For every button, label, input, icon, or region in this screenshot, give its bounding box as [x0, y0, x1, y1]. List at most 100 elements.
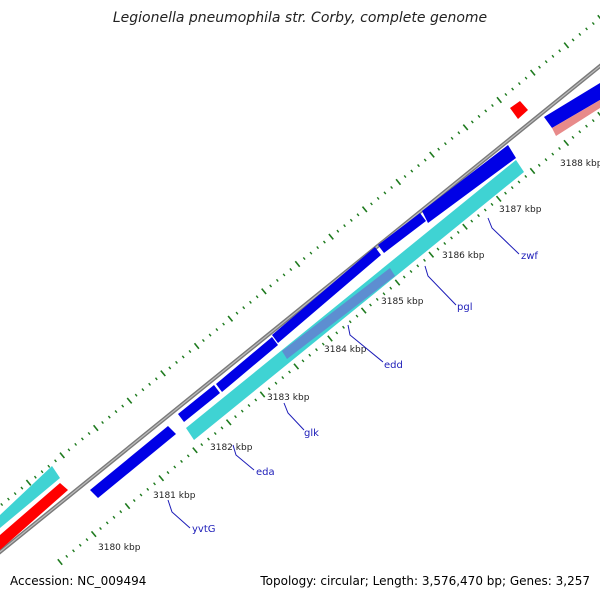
minor-tick	[402, 275, 406, 279]
leader-line	[283, 402, 305, 431]
minor-tick	[112, 515, 116, 519]
major-tick	[126, 397, 133, 404]
gene-label[interactable]: pgl	[457, 302, 472, 313]
leader-line	[347, 324, 384, 363]
minor-tick	[65, 554, 69, 558]
minor-tick	[423, 258, 426, 262]
major-tick	[25, 479, 32, 486]
minor-tick	[382, 292, 386, 296]
minor-tick	[288, 370, 291, 374]
minor-tick	[517, 180, 521, 184]
minor-tick	[281, 376, 285, 380]
minor-tick	[85, 538, 89, 542]
major-tick	[59, 452, 66, 459]
scale-label: 3186 kbp	[442, 251, 485, 261]
minor-tick	[484, 109, 488, 113]
feature-cds[interactable]	[90, 426, 176, 498]
scale-label: 3181 kbp	[153, 491, 196, 501]
minor-tick	[20, 486, 24, 490]
feature-cds[interactable]	[272, 247, 381, 343]
major-tick	[529, 69, 536, 76]
minor-tick	[134, 393, 138, 397]
minor-tick	[544, 158, 548, 162]
minor-tick	[168, 366, 172, 370]
gene-label[interactable]: glk	[304, 428, 319, 439]
minor-tick	[558, 146, 561, 151]
minor-tick	[370, 202, 373, 206]
minor-tick	[510, 186, 514, 190]
gene-label[interactable]: edd	[384, 360, 403, 371]
minor-tick	[201, 338, 205, 343]
leader-line	[167, 499, 191, 529]
major-tick	[496, 96, 503, 104]
minor-tick	[504, 92, 508, 97]
minor-tick	[443, 142, 447, 146]
major-tick	[462, 124, 469, 131]
minor-tick	[74, 442, 78, 446]
minor-tick	[13, 492, 17, 496]
minor-tick	[87, 431, 91, 436]
minor-tick	[121, 404, 125, 408]
leader-line	[487, 217, 520, 255]
major-tick	[597, 14, 600, 20]
minor-tick	[153, 482, 156, 486]
feature-rna[interactable]	[510, 101, 528, 119]
minor-tick	[220, 426, 224, 430]
minor-tick	[101, 420, 104, 425]
minor-tick	[181, 355, 185, 359]
feature-cds[interactable]	[178, 385, 220, 422]
minor-tick	[234, 415, 237, 419]
minor-tick	[188, 349, 192, 354]
gene-label[interactable]: yvtG	[192, 524, 216, 535]
minor-tick	[376, 196, 380, 200]
feature-cds[interactable]	[216, 337, 278, 392]
minor-tick	[99, 526, 102, 531]
minor-tick	[67, 448, 71, 452]
feature-rna[interactable]	[0, 483, 68, 550]
major-tick	[193, 342, 200, 350]
major-tick	[563, 139, 570, 147]
minor-tick	[173, 465, 177, 469]
minor-tick	[403, 174, 407, 179]
minor-tick	[483, 208, 487, 212]
major-tick	[328, 233, 334, 240]
minor-tick	[369, 303, 372, 307]
minor-tick	[343, 224, 346, 228]
major-tick	[261, 288, 267, 295]
minor-tick	[349, 218, 353, 222]
minor-tick	[242, 306, 246, 310]
minor-tick	[235, 311, 239, 315]
minor-tick	[309, 251, 313, 255]
major-tick	[124, 502, 131, 510]
major-tick	[428, 251, 435, 258]
minor-tick	[200, 443, 204, 447]
feature-highlight[interactable]	[552, 100, 600, 136]
gene-label[interactable]: eda	[256, 467, 275, 478]
minor-tick	[578, 130, 582, 134]
minor-tick	[517, 82, 521, 86]
major-tick	[225, 419, 232, 426]
minor-tick	[119, 510, 123, 514]
feature-cds[interactable]	[0, 466, 60, 528]
major-tick	[395, 178, 402, 186]
feature-cds[interactable]	[544, 83, 600, 128]
minor-tick	[355, 314, 359, 318]
minor-tick	[301, 359, 305, 363]
major-tick	[57, 558, 63, 566]
minor-tick	[80, 437, 84, 441]
minor-tick	[537, 163, 541, 167]
gene-label[interactable]: zwf	[521, 251, 538, 262]
minor-tick	[524, 76, 528, 80]
minor-tick	[240, 409, 244, 413]
major-tick	[495, 195, 502, 203]
major-tick	[158, 474, 165, 482]
feature-cds[interactable]	[422, 145, 516, 223]
minor-tick	[186, 454, 190, 458]
major-tick	[563, 42, 570, 49]
minor-tick	[416, 264, 420, 268]
minor-tick	[417, 164, 420, 168]
minor-tick	[215, 328, 219, 332]
feature-cds[interactable]	[378, 213, 426, 253]
feature-cds-overlay[interactable]	[282, 268, 395, 359]
